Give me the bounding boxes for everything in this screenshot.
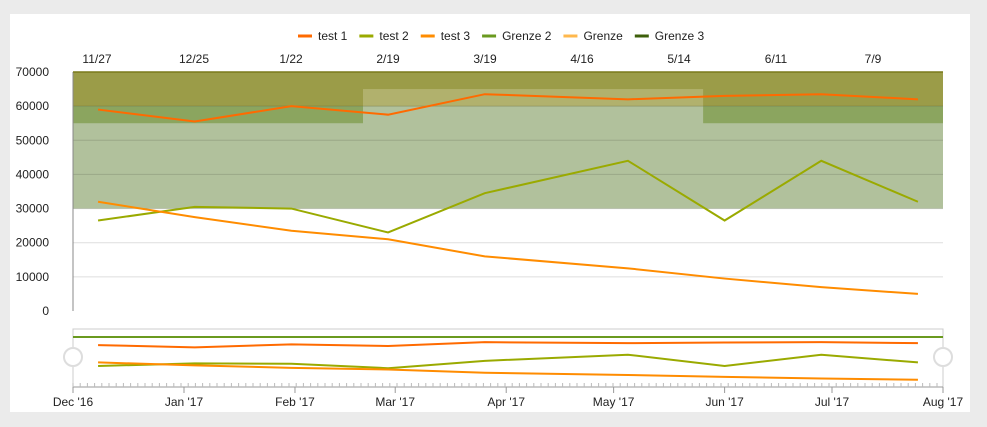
y-tick-label: 20000: [16, 236, 50, 250]
top-axis-label: 3/19: [473, 52, 497, 66]
legend-item[interactable]: Grenze 3: [655, 29, 705, 43]
legend-item[interactable]: Grenze 2: [502, 29, 552, 43]
legend-item[interactable]: test 1: [318, 29, 348, 43]
y-tick-label: 70000: [16, 65, 50, 79]
navigator-label: Jan '17: [165, 395, 204, 409]
top-axis-label: 2/19: [376, 52, 400, 66]
navigator-right-handle[interactable]: [933, 347, 953, 367]
navigator-series-line: [98, 361, 918, 381]
series-line-test-2: [97, 159, 919, 234]
y-tick-label: 10000: [16, 270, 50, 284]
navigator-label: Dec '16: [53, 395, 94, 409]
y-tick-label: 40000: [16, 167, 50, 181]
top-axis-label: 11/27: [82, 52, 111, 66]
navigator-label: Aug '17: [923, 395, 964, 409]
legend-item[interactable]: test 3: [441, 29, 471, 43]
legend-item[interactable]: Grenze: [583, 29, 623, 43]
top-axis-label: 6/11: [765, 52, 788, 66]
top-axis-label: 12/25: [179, 52, 209, 66]
threshold-band: [73, 106, 363, 124]
series-line-test-3: [97, 200, 919, 295]
navigator-label: Jun '17: [705, 395, 744, 409]
threshold-band: [703, 106, 943, 124]
y-tick-label: 0: [42, 304, 49, 318]
navigator-label: Jul '17: [815, 395, 850, 409]
top-axis-label: 4/16: [570, 52, 594, 66]
y-tick-label: 50000: [16, 133, 50, 147]
navigator-label: Feb '17: [275, 395, 315, 409]
navigator-series-line: [98, 353, 919, 370]
top-axis-label: 7/9: [865, 52, 882, 66]
navigator-label: Mar '17: [375, 395, 415, 409]
y-tick-label: 60000: [16, 99, 50, 113]
navigator-left-handle[interactable]: [63, 347, 83, 367]
navigator-label: May '17: [593, 395, 635, 409]
series-line-test-1: [97, 93, 918, 123]
top-axis-label: 1/22: [279, 52, 303, 66]
y-tick-label: 30000: [16, 202, 50, 216]
navigator-series-line: [98, 341, 918, 349]
top-axis-label: 5/14: [667, 52, 691, 66]
navigator-label: Apr '17: [487, 395, 525, 409]
legend-item[interactable]: test 2: [379, 29, 409, 43]
